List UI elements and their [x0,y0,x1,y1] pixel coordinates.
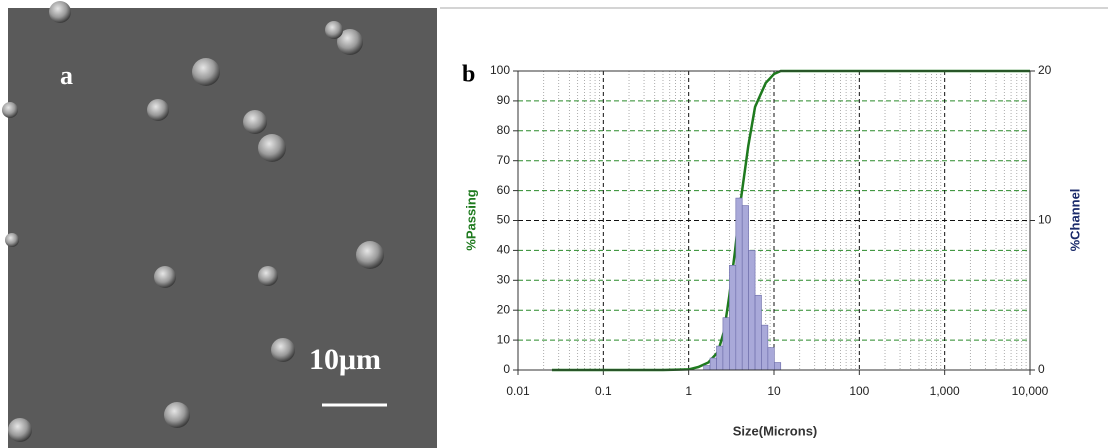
histogram-bar [767,347,775,371]
histogram-bar [774,362,782,371]
y-tick-label: 50 [497,213,511,227]
histogram-bar [729,265,737,371]
histogram-bar [761,324,769,371]
y2-tick-label: 20 [1038,63,1052,77]
sem-panel: a 10μm [2,1,437,448]
x-tick-label: 1,000 [930,384,960,398]
y2-tick-label: 0 [1038,362,1045,376]
cumulative-line [551,69,1030,372]
y-tick-label: 90 [497,93,511,107]
histogram-bar [754,294,762,371]
y-axis-label: %Passing [463,189,478,250]
histogram-bar [741,205,749,371]
histogram-bar [722,317,730,371]
x-tick-label: 1 [685,384,692,398]
y-tick-label: 100 [490,63,510,77]
histogram-bar [703,365,711,371]
x-tick-label: 0.1 [595,384,612,398]
x-axis-label: Size(Microns) [733,423,818,438]
histogram-bar [748,250,756,371]
x-tick-label: 100 [849,384,869,398]
size-chart: b Size(Microns) %Passing %Channel 010203… [462,62,1082,439]
y-tick-label: 80 [497,123,511,137]
histogram-bar [716,345,724,371]
particles [2,1,384,442]
x-tick-label: 10,000 [1012,384,1049,398]
y-tick-label: 70 [497,153,511,167]
scale-bar-label: 10μm [309,343,381,376]
y2-axis-label: %Channel [1067,189,1082,252]
plot-frame [517,70,1031,371]
y-tick-label: 60 [497,183,511,197]
y2-tick-label: 10 [1038,213,1052,227]
panel-label: a [60,61,73,90]
y-tick-label: 40 [497,243,511,257]
x-tick-label: 0.01 [506,384,530,398]
y-tick-label: 10 [497,332,511,346]
y-tick-label: 0 [503,362,510,376]
sem-image [8,8,437,448]
panel-label: b [462,62,475,88]
histogram-bar [709,357,717,371]
x-tick-label: 10 [767,384,781,398]
y-tick-label: 30 [497,272,511,286]
y-tick-label: 20 [497,302,511,316]
histogram-bar [735,197,743,371]
